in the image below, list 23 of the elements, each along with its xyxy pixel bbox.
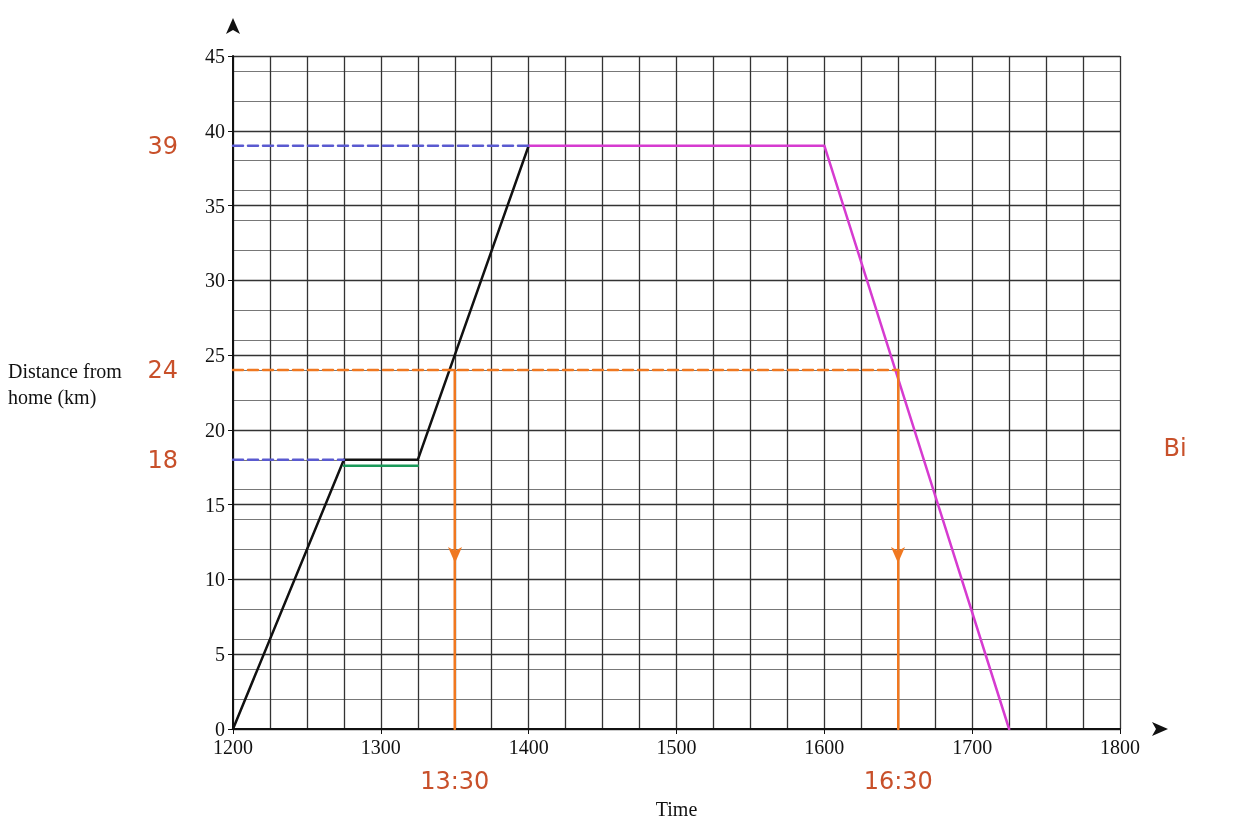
y-tick-label: 15 (205, 493, 225, 516)
annotation: 13:30 (420, 767, 490, 795)
annotation: 39 (147, 131, 178, 160)
x-tick-label: 1600 (804, 736, 845, 758)
y-axis-title: Distance from home (km) (8, 358, 123, 410)
y-tick-label: 25 (205, 344, 225, 367)
y-tick-label: 35 (205, 194, 225, 217)
x-tick-label: 1500 (656, 736, 697, 758)
x-tick-label: 1800 (1100, 736, 1140, 758)
y-tick-label: 5 (215, 643, 225, 666)
y-tick-label: 40 (205, 119, 225, 142)
x-tick-label: 1300 (360, 736, 401, 758)
x-axis-title: Time (655, 798, 698, 820)
y-tick-label: 30 (205, 269, 225, 292)
y-tick-label: 45 (205, 45, 225, 67)
x-tick-label: 1700 (952, 736, 993, 758)
text: Bi (1163, 434, 1187, 462)
annotation: 16:30 (863, 767, 933, 795)
annotation: 18 (147, 445, 178, 474)
y-tick-label: 10 (205, 568, 225, 591)
y-tick-label: 20 (205, 418, 225, 441)
x-tick-label: 1400 (508, 736, 549, 758)
annotation: 24 (147, 356, 178, 385)
